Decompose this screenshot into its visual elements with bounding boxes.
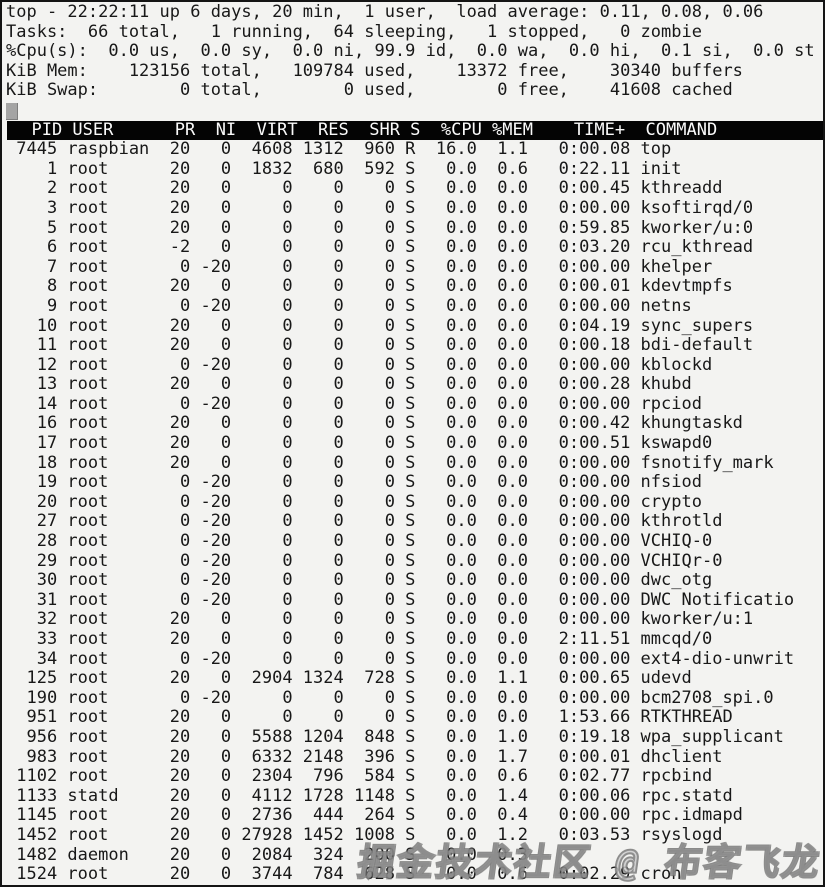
summary-line-uptime: top - 22:22:11 up 6 days, 20 min, 1 user…	[6, 2, 764, 22]
process-row: 956 root 20 0 5588 1204 848 S 0.0 1.0 0:…	[6, 726, 784, 747]
process-table: 7445 raspbian 20 0 4608 1312 960 R 16.0 …	[2, 140, 823, 885]
process-row: 10 root 20 0 0 0 0 S 0.0 0.0 0:04.19 syn…	[6, 315, 754, 336]
process-row: 951 root 20 0 0 0 0 S 0.0 0.0 1:53.66 RT…	[6, 707, 733, 728]
summary-line-swap: KiB Swap: 0 total, 0 used, 0 free, 41608…	[6, 80, 733, 101]
process-row: 9 root 0 -20 0 0 0 S 0.0 0.0 0:00.00 net…	[6, 295, 692, 316]
process-row: 5 root 20 0 0 0 0 S 0.0 0.0 0:59.85 kwor…	[6, 217, 754, 238]
process-row: 27 root 0 -20 0 0 0 S 0.0 0.0 0:00.00 kt…	[6, 511, 723, 532]
process-row: 14 root 0 -20 0 0 0 S 0.0 0.0 0:00.00 rp…	[6, 393, 702, 414]
process-row: 13 root 20 0 0 0 0 S 0.0 0.0 0:00.28 khu…	[6, 374, 692, 395]
process-row: 20 root 0 -20 0 0 0 S 0.0 0.0 0:00.00 cr…	[6, 491, 702, 512]
process-row: 29 root 0 -20 0 0 0 S 0.0 0.0 0:00.00 VC…	[6, 550, 723, 571]
process-row: 3 root 20 0 0 0 0 S 0.0 0.0 0:00.00 ksof…	[6, 197, 754, 218]
process-row: 1 root 20 0 1832 680 592 S 0.0 0.6 0:22.…	[6, 158, 682, 179]
process-row: 7445 raspbian 20 0 4608 1312 960 R 16.0 …	[6, 139, 672, 160]
process-row: 32 root 20 0 0 0 0 S 0.0 0.0 0:00.00 kwo…	[6, 609, 754, 630]
summary-line-cpu: %Cpu(s): 0.0 us, 0.0 sy, 0.0 ni, 99.9 id…	[6, 41, 815, 62]
process-row: 7 root 0 -20 0 0 0 S 0.0 0.0 0:00.00 khe…	[6, 256, 713, 277]
process-row: 18 root 20 0 0 0 0 S 0.0 0.0 0:00.00 fsn…	[6, 452, 774, 473]
process-row: 1482 daemon 20 0 2084 324 200 S 0.0 0.3	[6, 844, 528, 865]
process-row: 1145 root 20 0 2736 444 264 S 0.0 0.4 0:…	[6, 805, 743, 826]
process-row: 1524 root 20 0 3744 784 628 S 0.0 0.6 0:…	[6, 864, 682, 885]
process-row: 17 root 20 0 0 0 0 S 0.0 0.0 0:00.51 ksw…	[6, 433, 713, 454]
process-row: 190 root 0 -20 0 0 0 S 0.0 0.0 0:00.00 b…	[6, 687, 774, 708]
process-row: 30 root 0 -20 0 0 0 S 0.0 0.0 0:00.00 dw…	[6, 570, 713, 591]
process-row: 31 root 0 -20 0 0 0 S 0.0 0.0 0:00.00 DW…	[6, 589, 795, 610]
text-cursor	[6, 102, 18, 120]
process-row: 16 root 20 0 0 0 0 S 0.0 0.0 0:00.42 khu…	[6, 413, 743, 434]
summary-line-mem: KiB Mem: 123156 total, 109784 used, 1337…	[6, 60, 743, 81]
process-row: 1102 root 20 0 2304 796 584 S 0.0 0.6 0:…	[6, 766, 713, 787]
process-row: 2 root 20 0 0 0 0 S 0.0 0.0 0:00.45 kthr…	[6, 178, 723, 199]
process-row: 983 root 20 0 6332 2148 396 S 0.0 1.7 0:…	[6, 746, 723, 767]
process-row: 1452 root 20 0 27928 1452 1008 S 0.0 1.2…	[6, 824, 723, 845]
process-row: 28 root 0 -20 0 0 0 S 0.0 0.0 0:00.00 VC…	[6, 531, 713, 552]
process-row: 125 root 20 0 2904 1324 728 S 0.0 1.1 0:…	[6, 668, 692, 689]
process-row: 19 root 0 -20 0 0 0 S 0.0 0.0 0:00.00 nf…	[6, 472, 702, 493]
process-row: 11 root 20 0 0 0 0 S 0.0 0.0 0:00.18 bdi…	[6, 335, 754, 356]
process-row: 33 root 20 0 0 0 0 S 0.0 0.0 2:11.51 mmc…	[6, 629, 713, 649]
cursor-line	[2, 101, 823, 121]
process-row: 6 root -2 0 0 0 0 S 0.0 0.0 0:03.20 rcu_…	[6, 237, 754, 258]
process-row: 12 root 0 -20 0 0 0 S 0.0 0.0 0:00.00 kb…	[6, 354, 713, 375]
table-header-bar: PID USER PR NI VIRT RES SHR S %CPU %MEM …	[7, 120, 823, 141]
summary-line-tasks: Tasks: 66 total, 1 running, 64 sleeping,…	[6, 21, 702, 42]
process-row: 34 root 0 -20 0 0 0 S 0.0 0.0 0:00.00 ex…	[6, 648, 795, 669]
process-row: 1133 statd 20 0 4112 1728 1148 S 0.0 1.4…	[6, 785, 733, 806]
process-row: 8 root 20 0 0 0 0 S 0.0 0.0 0:00.01 kdev…	[6, 276, 733, 297]
